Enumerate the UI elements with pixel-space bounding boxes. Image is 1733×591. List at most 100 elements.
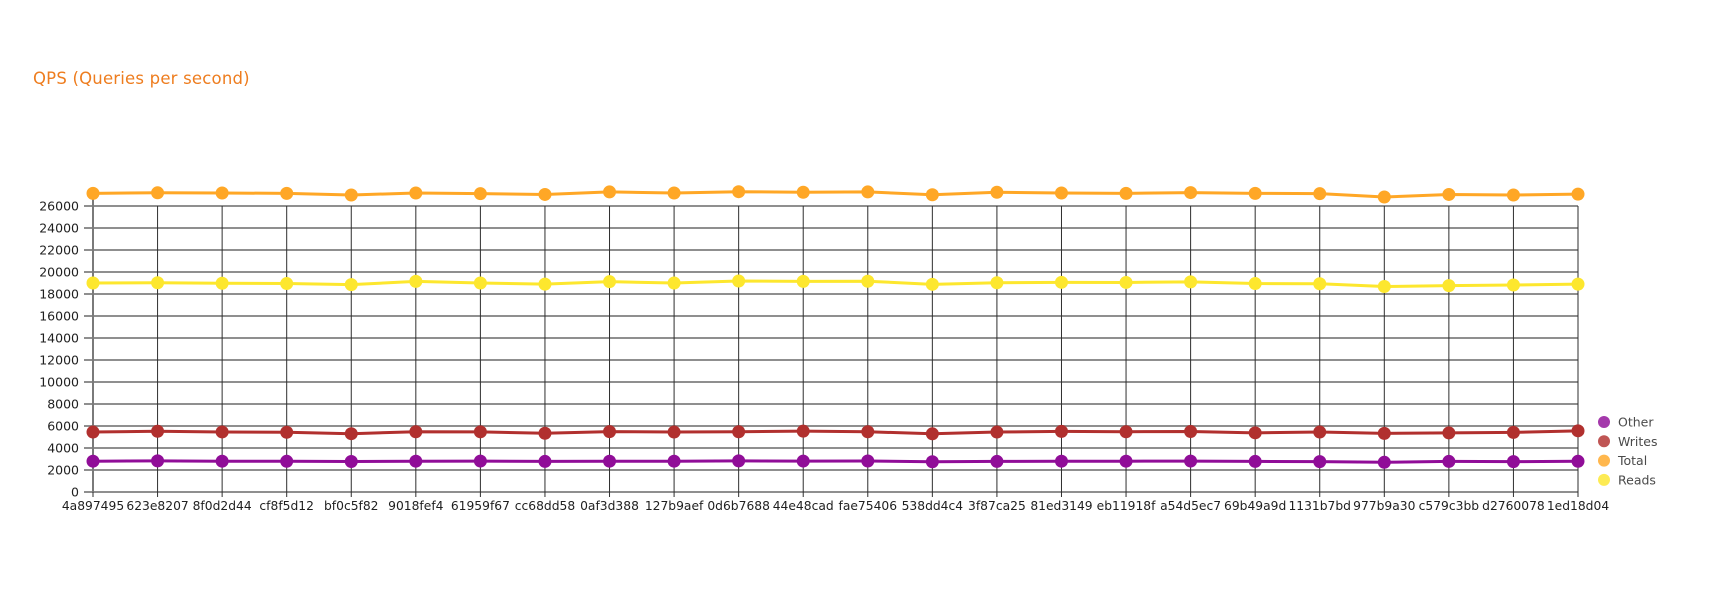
reads-point[interactable] (151, 276, 165, 290)
total-point[interactable] (409, 186, 423, 200)
total-point[interactable] (280, 186, 294, 200)
total-point[interactable] (667, 186, 681, 200)
other-point[interactable] (990, 454, 1004, 468)
writes-point[interactable] (1054, 424, 1068, 438)
other-point[interactable] (1119, 454, 1133, 468)
other-point[interactable] (473, 454, 487, 468)
writes-point[interactable] (1248, 426, 1262, 440)
other-point[interactable] (86, 454, 100, 468)
reads-point[interactable] (86, 276, 100, 290)
total-point[interactable] (1313, 187, 1327, 201)
other-point[interactable] (151, 454, 165, 468)
other-point[interactable] (796, 454, 810, 468)
writes-point[interactable] (86, 425, 100, 439)
reads-point[interactable] (1248, 277, 1262, 291)
other-point[interactable] (1571, 454, 1585, 468)
other-point[interactable] (215, 454, 229, 468)
total-point[interactable] (1377, 190, 1391, 204)
total-point[interactable] (473, 187, 487, 201)
other-point[interactable] (409, 454, 423, 468)
other-point[interactable] (1054, 454, 1068, 468)
total-point[interactable] (1119, 186, 1133, 200)
legend-item-reads[interactable]: Reads (1598, 472, 1656, 487)
reads-point[interactable] (1054, 275, 1068, 289)
other-point[interactable] (280, 454, 294, 468)
other-point[interactable] (1377, 455, 1391, 469)
total-point[interactable] (861, 185, 875, 199)
other-point[interactable] (1313, 455, 1327, 469)
writes-point[interactable] (1506, 425, 1520, 439)
reads-point[interactable] (344, 278, 358, 292)
legend-item-other[interactable]: Other (1598, 415, 1654, 430)
total-point[interactable] (925, 188, 939, 202)
writes-point[interactable] (1377, 426, 1391, 440)
total-point[interactable] (1442, 187, 1456, 201)
writes-point[interactable] (1313, 425, 1327, 439)
writes-point[interactable] (215, 425, 229, 439)
other-point[interactable] (344, 455, 358, 469)
total-point[interactable] (1054, 186, 1068, 200)
reads-point[interactable] (1377, 280, 1391, 294)
reads-point[interactable] (667, 276, 681, 290)
reads-point[interactable] (1119, 275, 1133, 289)
reads-point[interactable] (280, 277, 294, 291)
reads-point[interactable] (215, 276, 229, 290)
reads-point[interactable] (732, 274, 746, 288)
writes-point[interactable] (990, 425, 1004, 439)
other-point[interactable] (1442, 454, 1456, 468)
writes-point[interactable] (667, 425, 681, 439)
total-point[interactable] (538, 187, 552, 201)
total-point[interactable] (1571, 187, 1585, 201)
writes-point[interactable] (409, 425, 423, 439)
total-point[interactable] (603, 185, 617, 199)
reads-point[interactable] (409, 274, 423, 288)
total-point[interactable] (796, 185, 810, 199)
writes-point[interactable] (151, 424, 165, 438)
writes-point[interactable] (732, 425, 746, 439)
reads-point[interactable] (990, 276, 1004, 290)
reads-point[interactable] (796, 274, 810, 288)
reads-point[interactable] (1184, 275, 1198, 289)
reads-point[interactable] (473, 276, 487, 290)
total-point[interactable] (151, 186, 165, 200)
reads-point[interactable] (1313, 277, 1327, 291)
other-point[interactable] (603, 454, 617, 468)
total-point[interactable] (1184, 186, 1198, 200)
writes-point[interactable] (925, 427, 939, 441)
other-point[interactable] (1184, 454, 1198, 468)
writes-point[interactable] (473, 425, 487, 439)
total-point[interactable] (990, 185, 1004, 199)
other-point[interactable] (1248, 454, 1262, 468)
other-point[interactable] (1506, 455, 1520, 469)
writes-point[interactable] (538, 426, 552, 440)
legend-item-total[interactable]: Total (1598, 453, 1647, 468)
other-point[interactable] (538, 454, 552, 468)
total-point[interactable] (215, 186, 229, 200)
other-point[interactable] (861, 454, 875, 468)
reads-point[interactable] (925, 277, 939, 291)
writes-point[interactable] (603, 425, 617, 439)
other-point[interactable] (732, 454, 746, 468)
reads-point[interactable] (603, 275, 617, 289)
writes-point[interactable] (1571, 424, 1585, 438)
legend-item-writes[interactable]: Writes (1598, 434, 1658, 449)
writes-point[interactable] (1184, 425, 1198, 438)
reads-point[interactable] (538, 277, 552, 291)
writes-point[interactable] (280, 425, 294, 439)
reads-point[interactable] (1571, 277, 1585, 291)
writes-point[interactable] (861, 425, 875, 439)
writes-point[interactable] (1442, 426, 1456, 440)
writes-point[interactable] (1119, 425, 1133, 439)
reads-point[interactable] (861, 274, 875, 288)
reads-point[interactable] (1506, 278, 1520, 292)
total-point[interactable] (732, 185, 746, 199)
writes-point[interactable] (796, 424, 810, 438)
total-point[interactable] (86, 186, 100, 200)
writes-point[interactable] (344, 427, 358, 441)
total-point[interactable] (1248, 186, 1262, 200)
other-point[interactable] (925, 455, 939, 469)
reads-point[interactable] (1442, 279, 1456, 293)
other-point[interactable] (667, 454, 681, 468)
total-point[interactable] (1506, 188, 1520, 202)
total-point[interactable] (344, 188, 358, 202)
